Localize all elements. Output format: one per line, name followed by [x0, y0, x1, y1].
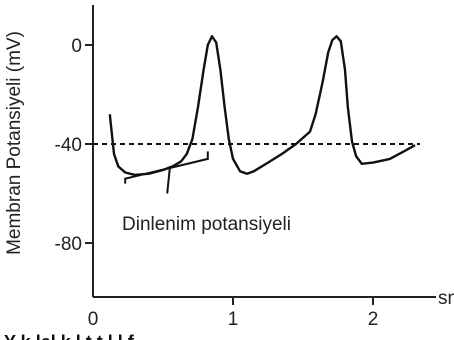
- x-axis-label: sn: [438, 288, 454, 309]
- caption-partial: Y k lel k l t t l l f: [4, 332, 135, 340]
- y-tick-label: -40: [55, 135, 82, 156]
- resting-potential-bracket: [124, 151, 209, 184]
- axes: [85, 5, 436, 305]
- membrane-potential-line: [108, 35, 416, 177]
- x-tick-label: 2: [368, 309, 379, 330]
- y-axis-title: Membran Potansiyeli (mV): [4, 31, 25, 255]
- x-tick-label: 1: [228, 309, 239, 330]
- marks: [93, 35, 420, 194]
- bracket-pointer: [166, 166, 171, 194]
- labels: 0 -40 -80 0 1 2 sn Membran Potansiyeli (mV) Dinl…: [4, 31, 454, 340]
- y-tick-label: 0: [71, 36, 82, 57]
- y-tick-label: -80: [55, 234, 82, 255]
- x-tick-label: 0: [88, 309, 99, 330]
- annotation-label: Dinlenim potansiyeli: [122, 214, 291, 235]
